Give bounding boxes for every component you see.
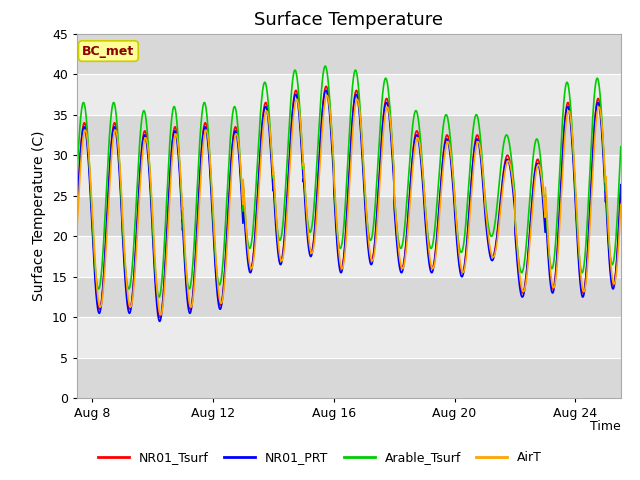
Bar [77,317,621,358]
Bar [77,196,621,236]
Legend: NR01_Tsurf, NR01_PRT, Arable_Tsurf, AirT: NR01_Tsurf, NR01_PRT, Arable_Tsurf, AirT [93,446,547,469]
Bar [77,277,621,317]
Bar [77,115,621,155]
Bar [77,34,621,74]
Bar [77,358,621,398]
Text: BC_met: BC_met [82,45,134,58]
Text: Time: Time [590,420,621,433]
Bar [77,74,621,115]
Bar [77,236,621,277]
Bar [77,155,621,196]
Y-axis label: Surface Temperature (C): Surface Temperature (C) [33,131,46,301]
Title: Surface Temperature: Surface Temperature [254,11,444,29]
